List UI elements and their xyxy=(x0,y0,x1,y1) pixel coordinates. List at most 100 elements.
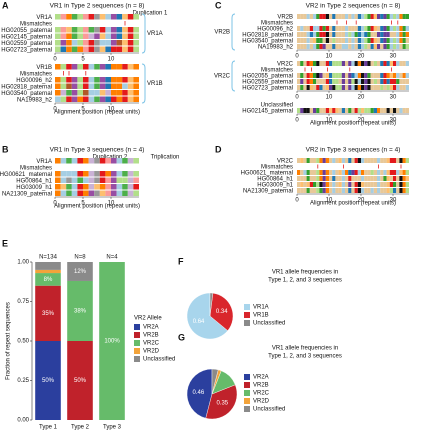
repeat-unit xyxy=(99,184,106,190)
repeat-unit xyxy=(383,26,387,31)
repeat-unit xyxy=(402,61,406,66)
repeat-unit xyxy=(377,108,381,113)
repeat-unit xyxy=(357,182,361,187)
x-tick-label: 0 xyxy=(295,95,299,101)
repeat-unit xyxy=(306,73,310,78)
repeat-unit xyxy=(88,190,95,196)
bar-segment xyxy=(35,341,61,420)
y-tick-label: 0.00 xyxy=(17,418,29,424)
repeat-unit xyxy=(402,79,406,84)
repeat-unit xyxy=(325,26,329,31)
repeat-unit xyxy=(377,26,381,31)
repeat-unit xyxy=(354,188,358,193)
repeat-unit xyxy=(83,83,89,89)
repeat-unit xyxy=(341,182,345,187)
repeat-unit xyxy=(389,44,393,49)
repeat-unit xyxy=(389,32,393,37)
repeat-unit xyxy=(99,14,106,20)
repeat-unit xyxy=(300,26,304,31)
repeat-unit xyxy=(303,176,307,181)
repeat-unit xyxy=(122,83,128,89)
repeat-unit xyxy=(351,170,355,175)
repeat-unit xyxy=(105,64,111,70)
repeat-unit xyxy=(389,79,393,84)
repeat-unit xyxy=(309,32,313,37)
repeat-unit xyxy=(380,188,384,193)
repeat-unit xyxy=(297,79,301,84)
repeat-unit xyxy=(94,90,100,96)
repeat-unit xyxy=(325,108,329,113)
legend-label: VR2B xyxy=(143,333,159,339)
repeat-unit xyxy=(393,44,397,49)
repeat-unit xyxy=(377,158,381,163)
repeat-unit xyxy=(370,188,374,193)
repeat-unit xyxy=(306,61,310,66)
repeat-unit xyxy=(60,96,67,102)
repeat-unit xyxy=(60,77,67,83)
sample-label: HG02818_paternal xyxy=(242,33,293,39)
repeat-unit xyxy=(313,158,317,163)
repeat-unit xyxy=(83,158,89,164)
repeat-unit xyxy=(357,44,361,49)
repeat-unit xyxy=(77,46,83,52)
repeat-unit xyxy=(377,176,381,181)
repeat-unit xyxy=(306,44,310,49)
repeat-unit xyxy=(116,14,123,20)
repeat-unit xyxy=(405,158,409,163)
repeat-unit xyxy=(341,73,345,78)
repeat-unit xyxy=(357,158,361,163)
repeat-unit xyxy=(313,32,317,37)
repeat-unit xyxy=(402,176,406,181)
repeat-unit xyxy=(303,38,307,43)
x-tick-label: 20 xyxy=(358,54,365,60)
repeat-unit xyxy=(335,32,339,37)
repeat-unit xyxy=(71,171,78,177)
repeat-unit xyxy=(116,33,123,39)
repeat-unit xyxy=(300,73,304,78)
repeat-unit xyxy=(367,44,371,49)
bar-segment xyxy=(67,341,93,420)
repeat-unit xyxy=(325,73,329,78)
repeat-unit xyxy=(402,73,406,78)
repeat-unit xyxy=(396,158,400,163)
repeat-unit xyxy=(357,26,361,31)
repeat-unit xyxy=(133,46,139,52)
repeat-unit xyxy=(370,108,374,113)
repeat-unit xyxy=(345,188,349,193)
repeat-unit xyxy=(383,14,387,19)
pie-slice xyxy=(209,292,214,317)
repeat-unit xyxy=(60,158,67,164)
repeat-unit xyxy=(373,176,377,181)
repeat-unit xyxy=(71,158,78,164)
repeat-unit xyxy=(313,170,317,175)
repeat-unit xyxy=(396,188,400,193)
repeat-unit xyxy=(316,79,320,84)
repeat-unit xyxy=(405,85,409,90)
repeat-unit xyxy=(94,77,100,83)
repeat-unit xyxy=(396,170,400,175)
repeat-unit xyxy=(364,38,368,43)
repeat-unit xyxy=(322,73,326,78)
repeat-unit xyxy=(303,73,307,78)
repeat-unit xyxy=(133,184,139,190)
repeat-unit xyxy=(322,182,326,187)
repeat-unit xyxy=(405,61,409,66)
repeat-unit xyxy=(361,108,365,113)
repeat-unit xyxy=(354,32,358,37)
repeat-unit xyxy=(55,14,61,20)
repeat-unit xyxy=(335,38,339,43)
repeat-unit xyxy=(367,158,371,163)
panel-letter: G xyxy=(178,332,185,342)
sample-label: HG02145_paternal xyxy=(1,34,52,40)
repeat-unit xyxy=(319,188,323,193)
x-tick-label: 5 xyxy=(81,107,85,113)
repeat-unit xyxy=(386,108,390,113)
repeat-unit xyxy=(383,176,387,181)
repeat-unit xyxy=(402,158,406,163)
repeat-unit xyxy=(94,177,100,183)
repeat-unit xyxy=(329,44,333,49)
repeat-unit xyxy=(83,171,89,177)
repeat-unit xyxy=(351,44,355,49)
repeat-unit xyxy=(325,182,329,187)
repeat-unit xyxy=(55,171,61,177)
